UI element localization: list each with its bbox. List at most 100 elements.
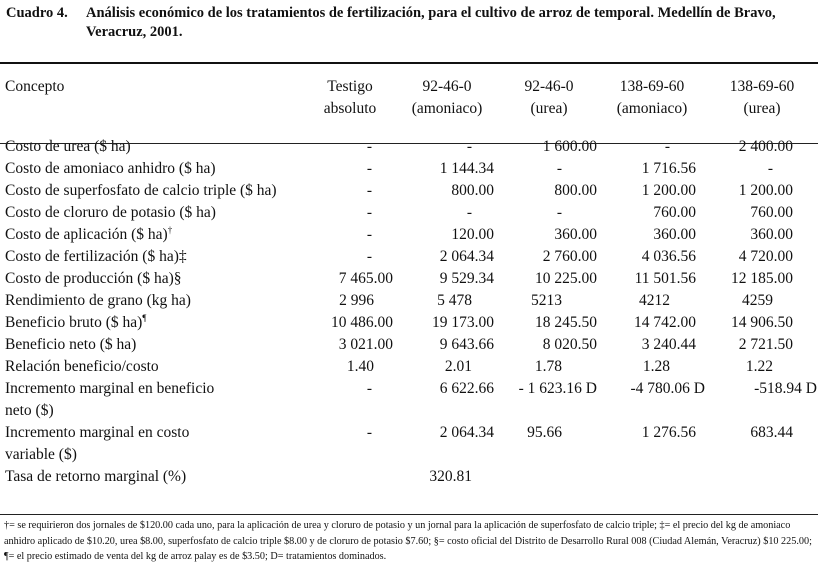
cell: 2 064.34 — [439, 248, 494, 265]
cell: 14 742.00 — [634, 314, 696, 331]
row-label: Incremento marginal en beneficio neto ($) — [5, 380, 215, 419]
header-testigo: Testigo absoluto — [323, 78, 377, 117]
cell: -4 780.06 D — [630, 380, 705, 397]
cell: - — [366, 182, 372, 199]
cell: 760.00 — [653, 204, 696, 221]
cell: 10 486.00 — [331, 314, 393, 331]
cell: 4 036.56 — [641, 248, 696, 265]
table-row: Costo de producción ($ ha)§ 7 465.00 9 5… — [0, 268, 818, 290]
table-row: Beneficio bruto ($ ha)¶ 10 486.00 19 173… — [0, 312, 818, 334]
header-138-69-60-urea: 138-69-60 (urea) — [729, 78, 795, 117]
table-row: Costo de aplicación ($ ha)† - 120.00 360… — [0, 224, 818, 246]
cell: - — [664, 138, 670, 155]
table-row: Incremento marginal en costo variable ($)… — [0, 422, 818, 466]
cell: 1.22 — [745, 358, 773, 375]
cell: 360.00 — [554, 226, 597, 243]
table-row: Costo de fertilización ($ ha)‡ - 2 064.3… — [0, 246, 818, 268]
cell — [306, 466, 394, 488]
row-label: Costo de superfosfato de calcio triple (… — [5, 182, 277, 199]
table-row: Costo de amoniaco anhidro ($ ha) - 1 144… — [0, 158, 818, 180]
cell: 10 225.00 — [535, 270, 597, 287]
cell: 683.44 — [750, 424, 793, 441]
cell: 9 529.34 — [439, 270, 494, 287]
cell: 800.00 — [554, 182, 597, 199]
table-row: Beneficio neto ($ ha) 3 021.00 9 643.66 … — [0, 334, 818, 356]
header-rule — [0, 143, 818, 144]
cell: 2 721.50 — [738, 336, 793, 353]
cell: 1 716.56 — [641, 160, 696, 177]
row-label: Rendimiento de grano (kg ha) — [5, 292, 191, 309]
row-label: Costo de amoniaco anhidro ($ ha) — [5, 160, 216, 177]
dagger-mark: † — [167, 224, 173, 235]
caption-label: Cuadro 4. — [6, 5, 68, 21]
cell: 1 144.34 — [439, 160, 494, 177]
cell: 5213 — [531, 292, 562, 309]
header-92-46-0-amoniaco: 92-46-0 (amoniaco) — [411, 78, 483, 117]
cell: - — [366, 380, 372, 397]
cell: 1 200.00 — [641, 182, 696, 199]
cell: 12 185.00 — [731, 270, 793, 287]
cell — [706, 466, 818, 488]
cell: 320.81 — [429, 468, 472, 485]
cell: 1 200.00 — [738, 182, 793, 199]
table-caption: Cuadro 4. Análisis económico de los trat… — [6, 4, 812, 42]
cell: 800.00 — [451, 182, 494, 199]
table-row: Costo de superfosfato de calcio triple (… — [0, 180, 818, 202]
cell: 2 064.34 — [439, 424, 494, 441]
row-label: Costo de urea ($ ha) — [5, 138, 131, 155]
row-label: Costo de cloruro de potasio ($ ha) — [5, 204, 216, 221]
row-label: Costo de fertilización ($ ha)‡ — [5, 248, 187, 265]
header-concepto: Concepto — [5, 78, 65, 95]
table-row: Incremento marginal en beneficio neto ($)… — [0, 378, 818, 422]
caption-text: Análisis económico de los tratamientos d… — [86, 5, 776, 40]
cell: - — [466, 138, 472, 155]
row-label: Costo de producción ($ ha)§ — [5, 270, 182, 287]
cell: 360.00 — [653, 226, 696, 243]
table-row: Rendimiento de grano (kg ha) 2 996 5 478… — [0, 290, 818, 312]
table-row: Costo de urea ($ ha) - - 1 600.00 - 2 40… — [0, 136, 818, 158]
cell: - 1 623.16 D — [518, 380, 597, 397]
row-label: Relación beneficio/costo — [5, 358, 159, 375]
cell: -518.94 D — [754, 380, 817, 397]
cell: 2 760.00 — [542, 248, 597, 265]
cell: 4212 — [639, 292, 670, 309]
cell: 1 600.00 — [542, 138, 597, 155]
cell: 4 720.00 — [738, 248, 793, 265]
bottom-rule — [0, 514, 818, 515]
cell: - — [366, 160, 372, 177]
cell: 18 245.50 — [535, 314, 597, 331]
cell: 4259 — [742, 292, 773, 309]
cell: - — [366, 424, 372, 441]
cell: - — [366, 204, 372, 221]
header-row: Concepto Testigo absoluto 92-46-0 (amoniac… — [0, 76, 818, 136]
table-row: Tasa de retorno marginal (%) 320.81 — [0, 466, 818, 488]
row-label: Tasa de retorno marginal (%) — [5, 468, 187, 485]
cell: - — [366, 138, 372, 155]
table-row: Costo de cloruro de potasio ($ ha) - - -… — [0, 202, 818, 224]
cell: 9 643.66 — [439, 336, 494, 353]
cell: 1 276.56 — [641, 424, 696, 441]
row-label: Beneficio neto ($ ha) — [5, 336, 137, 353]
cell: - — [466, 204, 472, 221]
cell: 3 240.44 — [641, 336, 696, 353]
cell: 14 906.50 — [731, 314, 793, 331]
row-label: Incremento marginal en costo variable ($) — [5, 424, 190, 463]
pilcrow-mark: ¶ — [142, 312, 147, 323]
cell: 11 501.56 — [634, 270, 696, 287]
cell: 2.01 — [444, 358, 472, 375]
cell: - — [767, 160, 773, 177]
row-label: Beneficio bruto ($ ha)¶ — [5, 312, 147, 331]
cell: 760.00 — [750, 204, 793, 221]
cell: 3 021.00 — [338, 336, 393, 353]
cell: 8 020.50 — [542, 336, 597, 353]
top-rule — [0, 62, 818, 64]
cell: 6 622.66 — [439, 380, 494, 397]
cell: 95.66 — [527, 424, 562, 441]
cell: - — [556, 160, 562, 177]
cell: 1.40 — [346, 358, 374, 375]
cell: 2 400.00 — [738, 138, 793, 155]
cell: 360.00 — [750, 226, 793, 243]
header-92-46-0-urea: 92-46-0 (urea) — [524, 78, 574, 117]
cell: 2 996 — [339, 292, 374, 309]
table-row: Relación beneficio/costo 1.40 2.01 1.78 … — [0, 356, 818, 378]
